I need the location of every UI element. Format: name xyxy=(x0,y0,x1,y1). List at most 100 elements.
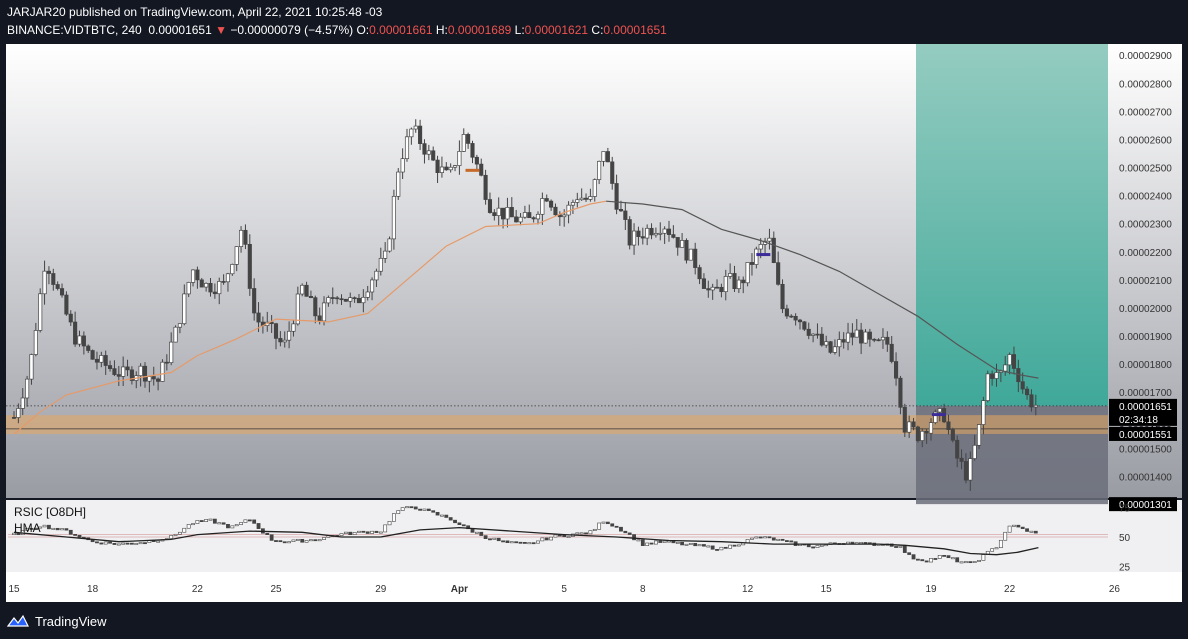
candle-body xyxy=(199,279,204,288)
low-value: 0.00001621 xyxy=(524,23,589,37)
rsi-candle xyxy=(946,555,951,559)
rsi-candle xyxy=(767,536,772,539)
rsi-candle xyxy=(77,534,82,538)
signal-marker xyxy=(465,168,480,172)
rsi-candle xyxy=(684,543,689,546)
candle-body xyxy=(623,210,628,220)
candle-body xyxy=(125,366,130,371)
candle-body xyxy=(806,328,811,336)
rsi-candle xyxy=(169,535,174,539)
rsi-candle xyxy=(950,557,955,560)
candle-body xyxy=(863,331,868,344)
tradingview-footer[interactable]: TradingView xyxy=(7,610,107,632)
rsi-candle xyxy=(33,527,38,530)
rsi-candle xyxy=(531,542,536,545)
candle-body xyxy=(370,279,375,293)
rsi-candle xyxy=(562,535,567,538)
candle-body xyxy=(872,338,877,341)
candle-body xyxy=(501,207,506,220)
price-chart[interactable]: 0.00002900 0.00002800 0.00002700 0.00002600… xyxy=(0,44,1188,602)
candle-body xyxy=(885,336,890,345)
candle-body xyxy=(273,323,279,339)
candle-body xyxy=(618,209,624,212)
candle-body xyxy=(797,319,803,323)
rsi-candle xyxy=(391,513,396,522)
candle-body xyxy=(33,330,38,355)
candle-body xyxy=(81,335,86,347)
rsi-candle xyxy=(732,544,737,547)
candle-body xyxy=(527,212,532,219)
down-arrow-icon: ▼ xyxy=(215,23,228,37)
rsi-candle xyxy=(343,531,348,534)
high-label: H: xyxy=(435,23,448,37)
candle-body xyxy=(339,298,344,301)
rsi-candle xyxy=(361,530,366,533)
rsi-candle xyxy=(274,540,278,542)
candle-body xyxy=(933,411,938,423)
candle-body xyxy=(46,270,51,274)
candle-body xyxy=(1020,381,1025,390)
candle-body xyxy=(981,400,986,425)
rsi-candle xyxy=(592,528,597,531)
rsi-candle xyxy=(116,543,121,546)
rsi-candle xyxy=(256,523,261,529)
rsi-candle xyxy=(994,547,999,550)
candle-body xyxy=(666,228,672,235)
candle-body xyxy=(514,216,519,223)
rsi-candle xyxy=(60,528,64,531)
rsi-candle xyxy=(103,541,108,545)
rsi-tick-label: 25 xyxy=(1119,562,1131,573)
candle-body xyxy=(575,199,580,203)
rsi-candle xyxy=(981,554,986,561)
candle-body xyxy=(121,366,126,377)
price-label: 02:34:18 xyxy=(1109,411,1177,426)
rsi-candle xyxy=(426,508,431,511)
hma-line xyxy=(13,526,1039,556)
candle-body xyxy=(90,350,95,360)
time-tick-label: 26 xyxy=(1109,584,1121,595)
candle-body xyxy=(1003,364,1008,372)
rsi-candle xyxy=(601,521,606,524)
rsi-pane: 75 50 25 RSIC [O8DH] HMA xyxy=(8,504,1131,573)
candle-body xyxy=(225,273,231,283)
rsi-candle xyxy=(579,532,584,535)
candle-body xyxy=(688,248,693,261)
rsi-candle xyxy=(977,560,981,562)
candle-body xyxy=(383,250,388,259)
candle-body xyxy=(11,417,17,419)
price-tick-label: 0.00001700 xyxy=(1119,388,1172,399)
candle-body xyxy=(832,346,837,353)
candle-body xyxy=(640,236,645,239)
candle-body xyxy=(404,136,410,160)
price-label-text: 02:34:18 xyxy=(1119,415,1158,426)
rsi-candle xyxy=(915,558,920,561)
candle-body xyxy=(352,297,357,300)
candle-body xyxy=(186,282,191,295)
candle-body xyxy=(291,323,296,332)
candle-body xyxy=(728,273,733,277)
rsi-candle xyxy=(518,541,523,544)
candle-body xyxy=(867,331,872,340)
rsi-candle xyxy=(195,520,200,524)
candle-body xyxy=(138,365,143,377)
rsi-candle xyxy=(972,561,977,563)
rsi-candle xyxy=(750,537,754,540)
rsi-candle xyxy=(627,532,632,535)
candle-body xyxy=(160,361,165,382)
chart-area[interactable]: 0.00002900 0.00002800 0.00002700 0.00002600… xyxy=(0,44,1188,602)
candle-body xyxy=(802,321,807,330)
rsi-candle xyxy=(623,530,628,534)
target-zone xyxy=(916,44,1108,406)
signal-marker xyxy=(931,413,946,417)
candle-body xyxy=(706,288,711,291)
rsi-candle xyxy=(156,540,161,543)
candle-body xyxy=(269,321,274,325)
rsi-candle xyxy=(221,522,226,525)
rsi-candle xyxy=(557,534,562,537)
rsi-candle xyxy=(780,538,785,541)
time-tick-label: 25 xyxy=(270,584,282,595)
rsi-candle xyxy=(418,508,423,511)
symbol-name: BINANCE:VIDTBTC, 240 xyxy=(7,23,142,37)
candle-body xyxy=(156,378,161,382)
candle-body xyxy=(391,195,396,240)
